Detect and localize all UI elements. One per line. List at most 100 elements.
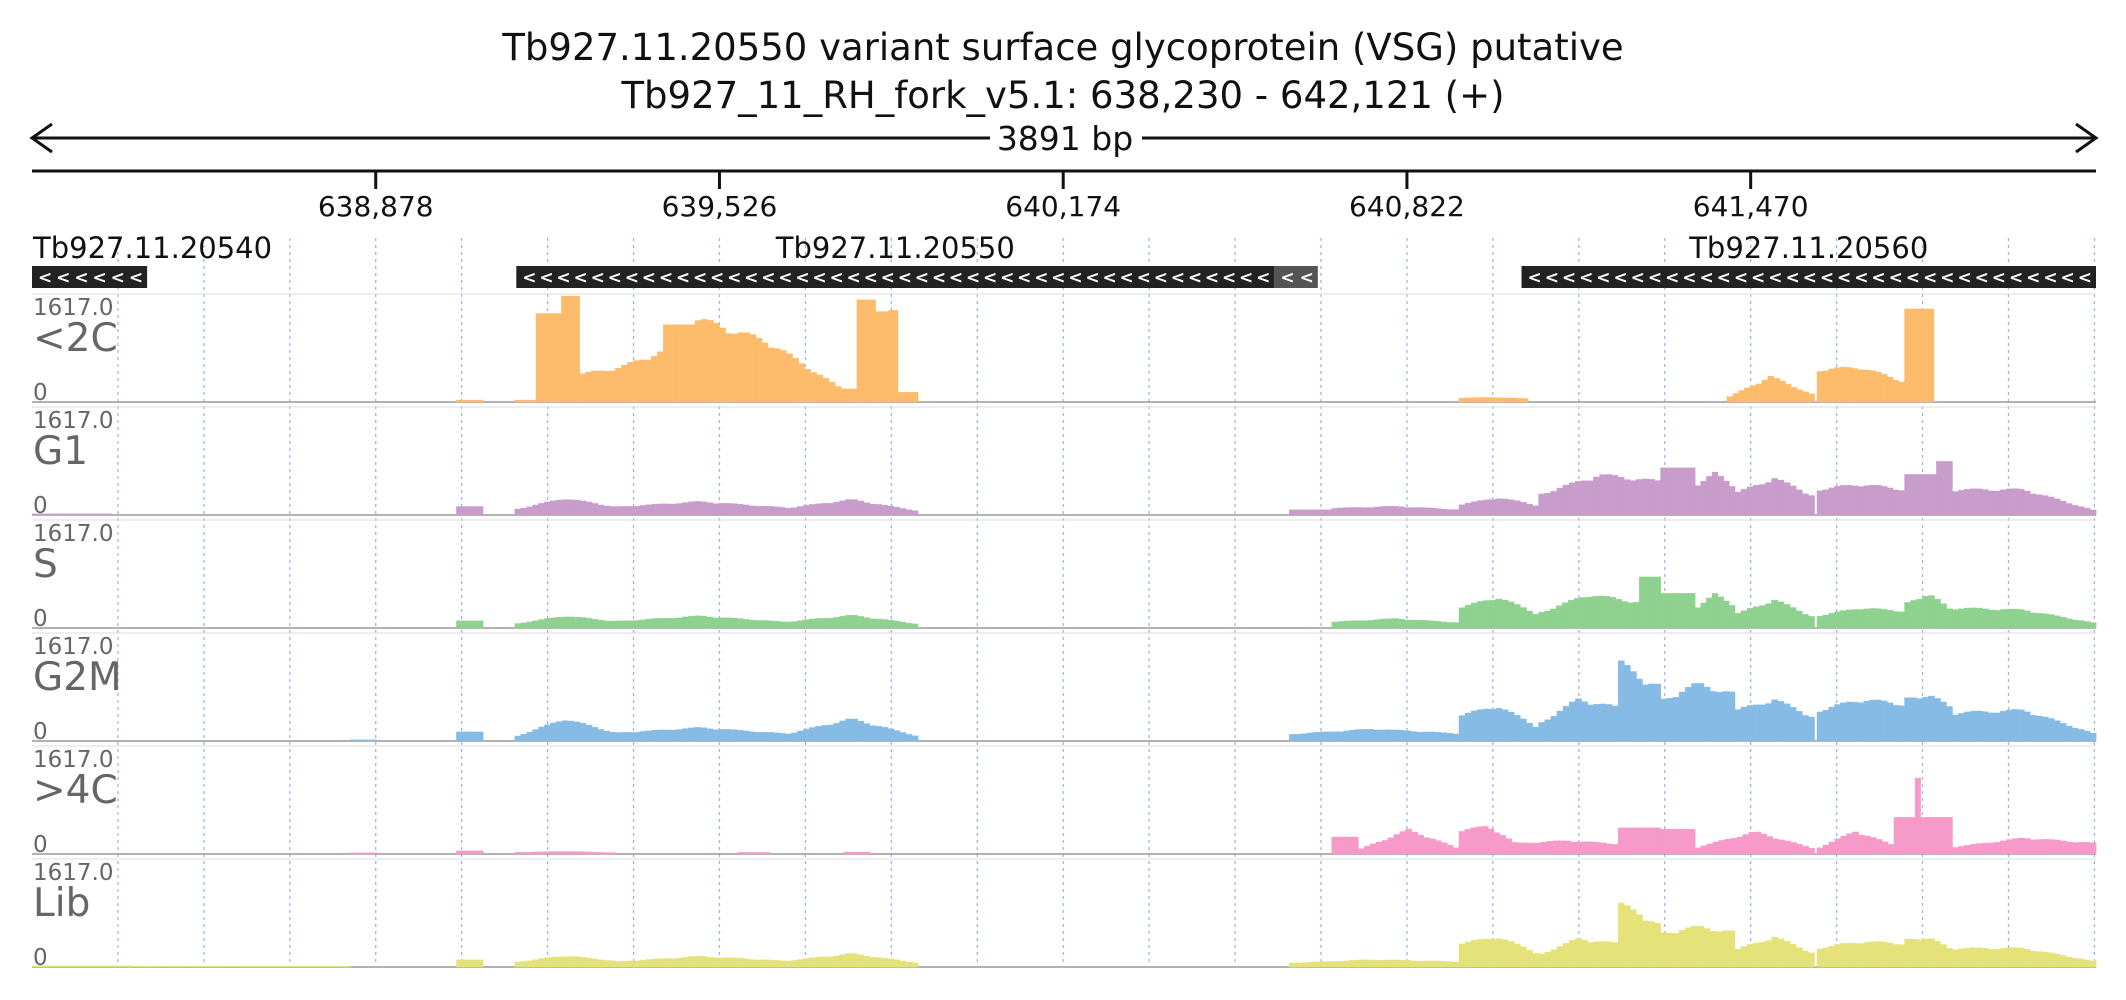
coverage-bar xyxy=(603,730,611,742)
coverage-bar xyxy=(2017,488,2025,516)
coverage-bar xyxy=(905,509,913,516)
coverage-bar xyxy=(754,959,762,968)
coverage-bar xyxy=(657,503,665,516)
coverage-bar xyxy=(1550,608,1557,629)
coverage-bar xyxy=(875,504,883,516)
coverage-bar xyxy=(1875,699,1882,742)
coverage-bar xyxy=(603,370,610,403)
coverage-bar xyxy=(1964,711,1971,742)
coverage-bar xyxy=(1361,507,1369,516)
coverage-bar xyxy=(247,966,255,968)
coverage-bar xyxy=(2005,947,2013,968)
coverage-bar xyxy=(1404,960,1411,968)
coverage-bar xyxy=(725,333,733,403)
coverage-bar xyxy=(700,727,707,742)
coverage-bar xyxy=(2071,727,2079,742)
coverage-bar xyxy=(778,507,786,516)
coverage-bar xyxy=(1671,593,1679,629)
coverage-bar xyxy=(845,953,853,968)
coverage-bar xyxy=(538,726,545,742)
coverage-bar xyxy=(1672,933,1680,968)
coverage-bar xyxy=(911,735,919,742)
coverage-bar xyxy=(102,965,110,968)
coverage-bar xyxy=(736,503,744,516)
coverage-bar xyxy=(1526,610,1533,629)
coverage-bar xyxy=(1685,686,1692,742)
locus-subtitle: Tb927_11_RH_fork_v5.1: 638,230 - 642,121… xyxy=(620,74,1504,117)
coverage-bar xyxy=(839,500,847,516)
coverage-bar xyxy=(713,322,720,403)
coverage-bar xyxy=(1404,619,1411,629)
coverage-bar xyxy=(785,507,792,516)
coverage-bar xyxy=(2083,621,2091,629)
coverage-bar xyxy=(1519,502,1527,516)
track-ymax-label: 1617.0 xyxy=(33,408,113,434)
coverage-bar xyxy=(1399,831,1407,855)
coverage-bar xyxy=(2077,958,2085,968)
coverage-bar xyxy=(2065,725,2073,742)
coverage-bar xyxy=(1790,842,1797,855)
coverage-bar xyxy=(888,310,894,403)
coverage-bar xyxy=(1464,829,1472,855)
coverage-bar xyxy=(773,348,781,403)
coverage-bar xyxy=(1422,960,1430,968)
coverage-bar xyxy=(1914,777,1921,855)
coverage-bar xyxy=(456,506,464,516)
coverage-bar xyxy=(1301,733,1308,742)
coverage-bar xyxy=(1367,620,1375,629)
coverage-bar xyxy=(1863,485,1870,516)
coverage-bar xyxy=(1562,484,1570,516)
coverage-bar xyxy=(1331,836,1339,855)
coverage-bar xyxy=(742,730,750,742)
coverage-bar xyxy=(2023,838,2031,855)
coverage-bar xyxy=(1981,608,1989,629)
coverage-bar xyxy=(1337,507,1345,516)
coverage-bar xyxy=(815,956,822,968)
coverage-bar xyxy=(1790,387,1798,403)
coverage-bar xyxy=(561,499,569,516)
coverage-bar xyxy=(1477,938,1484,968)
coverage-bar xyxy=(737,332,745,403)
coverage-bar xyxy=(762,852,770,855)
coverage-bar xyxy=(1851,942,1859,968)
gene-bar xyxy=(1274,266,1318,288)
coverage-bar xyxy=(561,956,569,968)
coverage-bar xyxy=(1700,602,1707,629)
coverage-bar xyxy=(1773,378,1780,403)
coverage-bar xyxy=(1605,704,1613,742)
coverage-bar xyxy=(1458,397,1466,403)
coverage-bar xyxy=(1489,600,1497,629)
coverage-bar xyxy=(1711,471,1719,516)
coverage-bar xyxy=(1575,698,1582,742)
coverage-bar xyxy=(469,620,477,629)
coverage-bar xyxy=(1452,622,1460,629)
coverage-bar xyxy=(603,960,611,968)
coverage-bar xyxy=(1981,948,1989,968)
coverage-bar xyxy=(1964,845,1971,855)
coverage-bar xyxy=(633,506,641,516)
coverage-bar xyxy=(1801,950,1809,968)
coverage-bar xyxy=(1886,942,1894,968)
coverage-bar xyxy=(573,721,581,742)
coverage-bar xyxy=(1846,833,1853,855)
coverage-bar xyxy=(681,728,689,742)
coverage-bar xyxy=(1489,708,1497,742)
coverage-bar xyxy=(1666,828,1673,855)
coverage-bar xyxy=(1946,608,1953,629)
coverage-bar xyxy=(1801,614,1809,629)
coverage-bar xyxy=(688,324,696,403)
coverage-bar xyxy=(1970,947,1977,968)
coverage-bar xyxy=(2089,509,2097,516)
coverage-bar xyxy=(615,506,623,516)
coverage-bar xyxy=(591,618,599,629)
coverage-bar xyxy=(2011,709,2019,742)
coverage-bar xyxy=(1621,601,1628,629)
coverage-bar xyxy=(597,729,605,742)
coverage-bar xyxy=(2041,495,2049,516)
coverage-bar xyxy=(851,499,859,516)
x-tick-label: 641,470 xyxy=(1693,190,1809,223)
coverage-bar xyxy=(1857,702,1865,742)
coverage-bar xyxy=(591,958,599,968)
coverage-bar xyxy=(1540,841,1548,855)
coverage-bar xyxy=(845,718,853,742)
